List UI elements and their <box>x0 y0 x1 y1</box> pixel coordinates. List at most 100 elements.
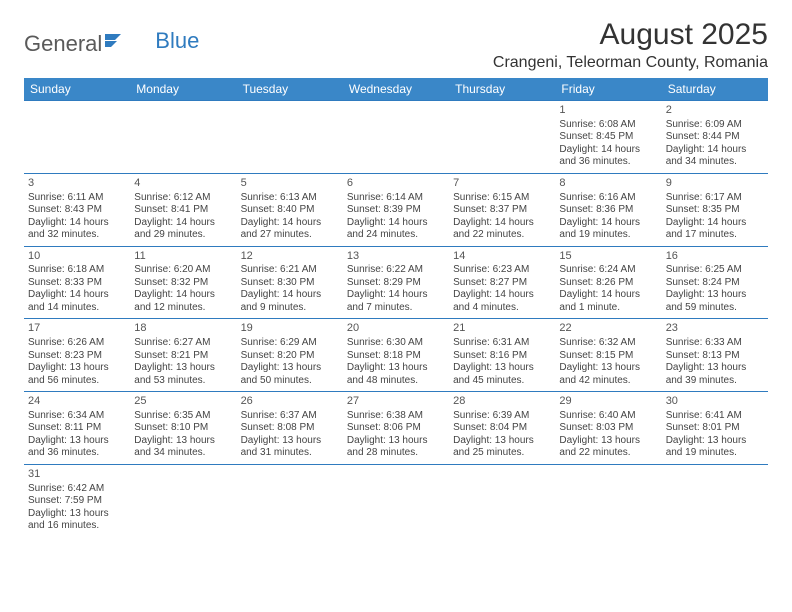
sunset-text: Sunset: 8:21 PM <box>134 350 232 363</box>
calendar-cell: 22Sunrise: 6:32 AMSunset: 8:15 PMDayligh… <box>555 319 661 392</box>
calendar-cell: 29Sunrise: 6:40 AMSunset: 8:03 PMDayligh… <box>555 392 661 465</box>
sunset-text: Sunset: 8:04 PM <box>453 422 551 435</box>
daylight-text: Daylight: 13 hours and 19 minutes. <box>666 435 764 460</box>
sunrise-text: Sunrise: 6:42 AM <box>28 483 126 496</box>
sunrise-text: Sunrise: 6:33 AM <box>666 337 764 350</box>
calendar-cell: 18Sunrise: 6:27 AMSunset: 8:21 PMDayligh… <box>130 319 236 392</box>
sunset-text: Sunset: 8:15 PM <box>559 350 657 363</box>
day-number: 25 <box>134 395 232 409</box>
sunset-text: Sunset: 8:40 PM <box>241 204 339 217</box>
daylight-text: Daylight: 14 hours and 7 minutes. <box>347 289 445 314</box>
sunset-text: Sunset: 8:27 PM <box>453 277 551 290</box>
day-number: 10 <box>28 250 126 264</box>
calendar-cell: 23Sunrise: 6:33 AMSunset: 8:13 PMDayligh… <box>662 319 768 392</box>
sunrise-text: Sunrise: 6:34 AM <box>28 410 126 423</box>
sunrise-text: Sunrise: 6:23 AM <box>453 264 551 277</box>
daylight-text: Daylight: 14 hours and 24 minutes. <box>347 217 445 242</box>
calendar-cell-empty <box>343 464 449 536</box>
day-number: 31 <box>28 468 126 482</box>
calendar-cell: 1Sunrise: 6:08 AMSunset: 8:45 PMDaylight… <box>555 101 661 174</box>
calendar-cell: 8Sunrise: 6:16 AMSunset: 8:36 PMDaylight… <box>555 173 661 246</box>
daylight-text: Daylight: 13 hours and 16 minutes. <box>28 508 126 533</box>
calendar-cell: 11Sunrise: 6:20 AMSunset: 8:32 PMDayligh… <box>130 246 236 319</box>
calendar-cell: 14Sunrise: 6:23 AMSunset: 8:27 PMDayligh… <box>449 246 555 319</box>
calendar-cell-empty <box>449 464 555 536</box>
calendar-cell: 19Sunrise: 6:29 AMSunset: 8:20 PMDayligh… <box>237 319 343 392</box>
sunset-text: Sunset: 8:24 PM <box>666 277 764 290</box>
day-number: 4 <box>134 177 232 191</box>
day-number: 18 <box>134 322 232 336</box>
calendar-row: 1Sunrise: 6:08 AMSunset: 8:45 PMDaylight… <box>24 101 768 174</box>
calendar-cell: 10Sunrise: 6:18 AMSunset: 8:33 PMDayligh… <box>24 246 130 319</box>
daylight-text: Daylight: 13 hours and 36 minutes. <box>28 435 126 460</box>
sunset-text: Sunset: 8:01 PM <box>666 422 764 435</box>
sunset-text: Sunset: 8:18 PM <box>347 350 445 363</box>
sunset-text: Sunset: 8:35 PM <box>666 204 764 217</box>
calendar-cell-empty <box>449 101 555 174</box>
calendar-cell: 31Sunrise: 6:42 AMSunset: 7:59 PMDayligh… <box>24 464 130 536</box>
weekday-header: Monday <box>130 78 236 101</box>
day-number: 20 <box>347 322 445 336</box>
sunset-text: Sunset: 8:45 PM <box>559 131 657 144</box>
sunrise-text: Sunrise: 6:08 AM <box>559 119 657 132</box>
daylight-text: Daylight: 14 hours and 1 minute. <box>559 289 657 314</box>
calendar-cell: 16Sunrise: 6:25 AMSunset: 8:24 PMDayligh… <box>662 246 768 319</box>
daylight-text: Daylight: 14 hours and 12 minutes. <box>134 289 232 314</box>
calendar-cell: 15Sunrise: 6:24 AMSunset: 8:26 PMDayligh… <box>555 246 661 319</box>
day-number: 7 <box>453 177 551 191</box>
sunset-text: Sunset: 8:32 PM <box>134 277 232 290</box>
sunrise-text: Sunrise: 6:30 AM <box>347 337 445 350</box>
location-text: Crangeni, Teleorman County, Romania <box>493 54 768 72</box>
day-number: 2 <box>666 104 764 118</box>
sunrise-text: Sunrise: 6:24 AM <box>559 264 657 277</box>
sunrise-text: Sunrise: 6:22 AM <box>347 264 445 277</box>
daylight-text: Daylight: 14 hours and 36 minutes. <box>559 144 657 169</box>
day-number: 8 <box>559 177 657 191</box>
calendar-cell: 24Sunrise: 6:34 AMSunset: 8:11 PMDayligh… <box>24 392 130 465</box>
daylight-text: Daylight: 13 hours and 28 minutes. <box>347 435 445 460</box>
day-number: 21 <box>453 322 551 336</box>
sunrise-text: Sunrise: 6:16 AM <box>559 192 657 205</box>
calendar-cell-empty <box>343 101 449 174</box>
daylight-text: Daylight: 13 hours and 39 minutes. <box>666 362 764 387</box>
daylight-text: Daylight: 13 hours and 45 minutes. <box>453 362 551 387</box>
calendar-cell: 7Sunrise: 6:15 AMSunset: 8:37 PMDaylight… <box>449 173 555 246</box>
daylight-text: Daylight: 13 hours and 48 minutes. <box>347 362 445 387</box>
sunset-text: Sunset: 8:08 PM <box>241 422 339 435</box>
daylight-text: Daylight: 14 hours and 4 minutes. <box>453 289 551 314</box>
sunrise-text: Sunrise: 6:12 AM <box>134 192 232 205</box>
weekday-header: Wednesday <box>343 78 449 101</box>
day-number: 12 <box>241 250 339 264</box>
sunrise-text: Sunrise: 6:09 AM <box>666 119 764 132</box>
daylight-text: Daylight: 14 hours and 9 minutes. <box>241 289 339 314</box>
sunset-text: Sunset: 8:37 PM <box>453 204 551 217</box>
sunset-text: Sunset: 8:06 PM <box>347 422 445 435</box>
calendar-cell-empty <box>662 464 768 536</box>
calendar-row: 10Sunrise: 6:18 AMSunset: 8:33 PMDayligh… <box>24 246 768 319</box>
sunrise-text: Sunrise: 6:13 AM <box>241 192 339 205</box>
sunset-text: Sunset: 8:26 PM <box>559 277 657 290</box>
daylight-text: Daylight: 14 hours and 19 minutes. <box>559 217 657 242</box>
calendar-cell: 30Sunrise: 6:41 AMSunset: 8:01 PMDayligh… <box>662 392 768 465</box>
daylight-text: Daylight: 13 hours and 22 minutes. <box>559 435 657 460</box>
weekday-header: Sunday <box>24 78 130 101</box>
day-number: 3 <box>28 177 126 191</box>
sunrise-text: Sunrise: 6:38 AM <box>347 410 445 423</box>
day-number: 28 <box>453 395 551 409</box>
calendar-cell: 27Sunrise: 6:38 AMSunset: 8:06 PMDayligh… <box>343 392 449 465</box>
day-number: 13 <box>347 250 445 264</box>
day-number: 15 <box>559 250 657 264</box>
day-number: 17 <box>28 322 126 336</box>
sunset-text: Sunset: 8:11 PM <box>28 422 126 435</box>
weekday-header: Tuesday <box>237 78 343 101</box>
day-number: 30 <box>666 395 764 409</box>
sunset-text: Sunset: 8:41 PM <box>134 204 232 217</box>
sunrise-text: Sunrise: 6:15 AM <box>453 192 551 205</box>
daylight-text: Daylight: 13 hours and 42 minutes. <box>559 362 657 387</box>
logo-text-general: General <box>24 31 102 57</box>
daylight-text: Daylight: 13 hours and 31 minutes. <box>241 435 339 460</box>
sunrise-text: Sunrise: 6:20 AM <box>134 264 232 277</box>
daylight-text: Daylight: 14 hours and 34 minutes. <box>666 144 764 169</box>
sunset-text: Sunset: 8:13 PM <box>666 350 764 363</box>
calendar-cell: 4Sunrise: 6:12 AMSunset: 8:41 PMDaylight… <box>130 173 236 246</box>
